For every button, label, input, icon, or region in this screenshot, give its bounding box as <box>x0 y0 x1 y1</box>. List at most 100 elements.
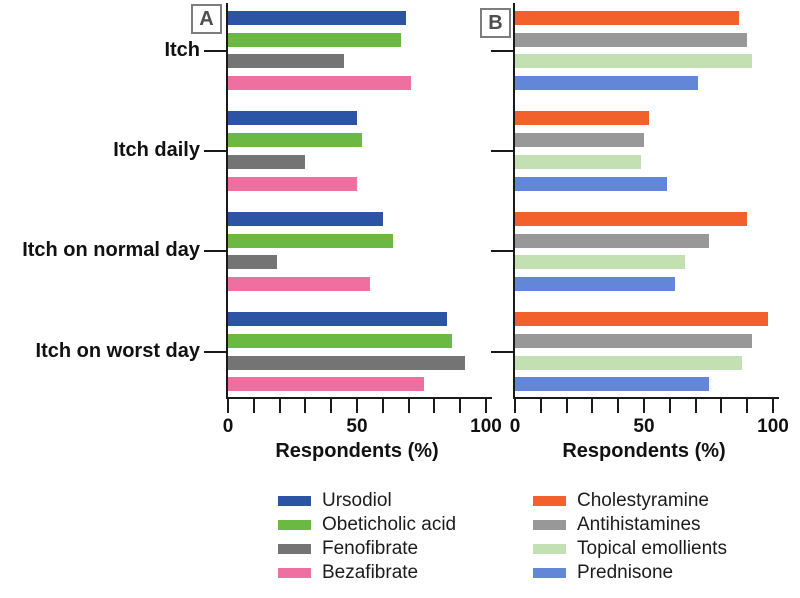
axis-tick <box>772 399 774 413</box>
legend-label: Bezafibrate <box>322 562 419 583</box>
bar <box>515 176 668 191</box>
y-axis <box>226 3 228 399</box>
category-tick <box>491 350 513 353</box>
legend-label: Fenofibrate <box>322 538 419 559</box>
bar <box>515 255 686 270</box>
axis-tick <box>591 399 594 413</box>
bar <box>228 176 357 191</box>
bar <box>515 211 748 226</box>
category-tick <box>491 250 513 253</box>
bar <box>515 32 748 47</box>
legend-panel-a: Ursodiol Obeticholic acid Fenofibrate Bezaf… <box>278 489 456 585</box>
category-label: Itch on normal day <box>22 239 200 262</box>
axis-tick <box>278 399 281 413</box>
bar <box>515 111 650 126</box>
axis-tick <box>617 399 620 413</box>
bar <box>228 312 448 327</box>
legend-label: Ursodiol <box>322 490 392 511</box>
bar <box>228 333 453 348</box>
x-tick-label: 100 <box>757 416 789 437</box>
bar <box>228 154 306 169</box>
bar <box>515 54 753 69</box>
legend-swatch <box>278 520 311 530</box>
legend-row: Ursodiol <box>278 489 456 513</box>
bar <box>228 211 383 226</box>
bar <box>228 76 412 91</box>
bar <box>515 133 644 148</box>
legend-label: Obeticholic acid <box>322 514 457 535</box>
category-tick <box>204 149 226 152</box>
legend-swatch <box>533 544 566 554</box>
legend-swatch <box>533 496 566 506</box>
bar <box>515 276 675 291</box>
legend-swatch <box>533 568 566 578</box>
bar <box>228 111 357 126</box>
axis-tick <box>459 399 462 413</box>
category-tick <box>204 350 226 353</box>
x-axis-title: Respondents (%) <box>562 440 726 462</box>
category-label: Itch on worst day <box>35 339 200 362</box>
axis-tick <box>485 399 487 413</box>
legend-label: Cholestyramine <box>577 490 709 511</box>
axis-tick <box>643 399 645 413</box>
bar <box>515 377 709 392</box>
bar <box>515 233 709 248</box>
bar <box>228 233 394 248</box>
axis-tick <box>356 399 358 413</box>
category-tick <box>204 250 226 253</box>
category-label: Itch daily <box>113 138 200 161</box>
legend-panel-b: Cholestyramine Antihistamines Topical emol… <box>533 489 727 585</box>
legend-swatch <box>533 520 566 530</box>
category-label: Itch <box>164 38 200 61</box>
axis-tick <box>407 399 410 413</box>
x-tick-label: 100 <box>470 416 502 437</box>
bar <box>228 377 425 392</box>
axis-tick <box>252 399 255 413</box>
x-tick-label: 50 <box>633 416 655 437</box>
legend-swatch <box>278 544 311 554</box>
axis-tick <box>694 399 697 413</box>
category-tick <box>204 49 226 52</box>
x-axis <box>226 397 492 399</box>
x-axis-title: Respondents (%) <box>275 440 439 462</box>
y-axis <box>513 3 515 399</box>
legend-row: Fenofibrate <box>278 537 456 561</box>
bar <box>228 355 466 370</box>
axis-tick <box>668 399 671 413</box>
bar <box>228 133 363 148</box>
axis-tick <box>565 399 568 413</box>
legend-label: Antihistamines <box>577 514 701 535</box>
axis-tick <box>330 399 333 413</box>
bar <box>228 255 278 270</box>
legend-swatch <box>278 568 311 578</box>
bar <box>515 312 768 327</box>
bar <box>228 54 345 69</box>
legend-label: Topical emollients <box>577 538 727 559</box>
bar <box>515 76 699 91</box>
bar <box>515 333 753 348</box>
legend-swatch <box>278 496 311 506</box>
x-axis <box>513 397 779 399</box>
axis-tick <box>539 399 542 413</box>
axis-tick <box>746 399 749 413</box>
axis-tick <box>433 399 436 413</box>
axis-tick <box>720 399 723 413</box>
x-tick-label: 0 <box>222 416 234 437</box>
axis-tick <box>381 399 384 413</box>
legend-label: Prednisone <box>577 562 674 583</box>
x-tick-label: 0 <box>509 416 521 437</box>
panel-a-label-box: A <box>191 4 222 34</box>
bar <box>515 154 642 169</box>
x-tick-label: 50 <box>346 416 368 437</box>
bar <box>228 11 407 25</box>
bar <box>515 11 740 25</box>
bar <box>228 276 370 291</box>
panel-b-label-box: B <box>480 8 511 38</box>
legend-row: Obeticholic acid <box>278 513 456 537</box>
legend-row: Antihistamines <box>533 513 727 537</box>
bar <box>515 355 743 370</box>
axis-tick <box>227 399 229 413</box>
category-tick <box>491 149 513 152</box>
legend-row: Bezafibrate <box>278 561 456 585</box>
